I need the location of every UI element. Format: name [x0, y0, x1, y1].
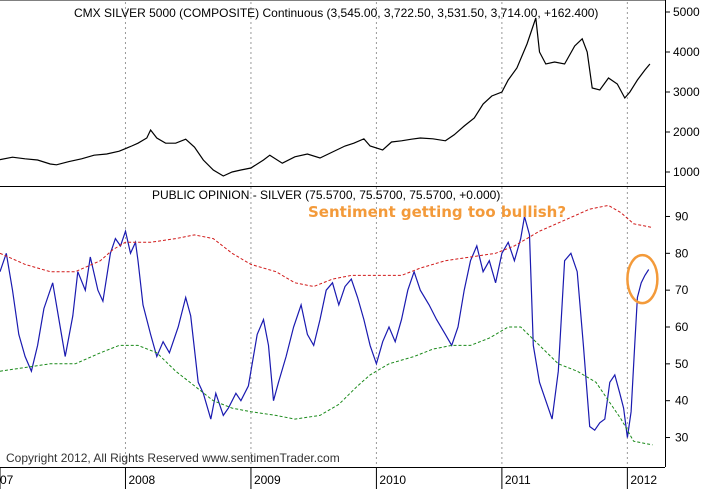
price-y-tick-label: 1000	[673, 165, 700, 179]
sentiment-y-tick-label: 80	[675, 246, 689, 260]
sentiment-y-tick-label: 40	[675, 394, 689, 408]
price-y-tick-label: 2000	[673, 125, 700, 139]
price-y-axis: 1000 2000 3000 4000 5000	[665, 5, 700, 179]
highlight-circle	[626, 253, 659, 305]
x-tick-label: 2010	[379, 473, 406, 487]
x-tick-label: 2009	[254, 473, 281, 487]
x-tick-label: 2011	[505, 473, 531, 487]
sentiment-y-axis: 30 40 50 60 70 80 90	[665, 209, 689, 445]
sentiment-panel-title: PUBLIC OPINION - SILVER (75.5700, 75.570…	[152, 188, 500, 202]
x-tick-label: 2012	[630, 473, 657, 487]
sentiment-y-tick-label: 60	[675, 320, 689, 334]
copyright-text: Copyright 2012, All Rights Reserved www.…	[6, 451, 340, 465]
lower-band-line	[0, 326, 653, 446]
price-y-tick-label: 5000	[673, 5, 700, 19]
price-panel	[0, 17, 651, 177]
x-axis: 07 2008 2009 2010 2011 2012	[0, 467, 657, 489]
annotation-text: Sentiment getting too bullish?	[308, 203, 566, 221]
sentiment-y-tick-label: 70	[675, 283, 689, 297]
chart-frame	[0, 0, 666, 468]
sentiment-panel	[0, 204, 653, 446]
upper-band-line	[0, 204, 653, 288]
price-panel-title: CMX SILVER 5000 (COMPOSITE) Continuous (…	[74, 6, 598, 20]
price-y-tick-label: 3000	[673, 85, 700, 99]
sentiment-series-line	[0, 216, 650, 438]
price-y-tick-label: 4000	[673, 45, 700, 59]
sentiment-y-tick-label: 30	[675, 431, 689, 445]
price-series-line	[0, 17, 651, 177]
x-tick-label: 2008	[128, 473, 155, 487]
sentiment-y-tick-label: 50	[675, 357, 689, 371]
sentiment-y-tick-label: 90	[675, 209, 689, 223]
x-tick-label: 07	[0, 473, 14, 487]
